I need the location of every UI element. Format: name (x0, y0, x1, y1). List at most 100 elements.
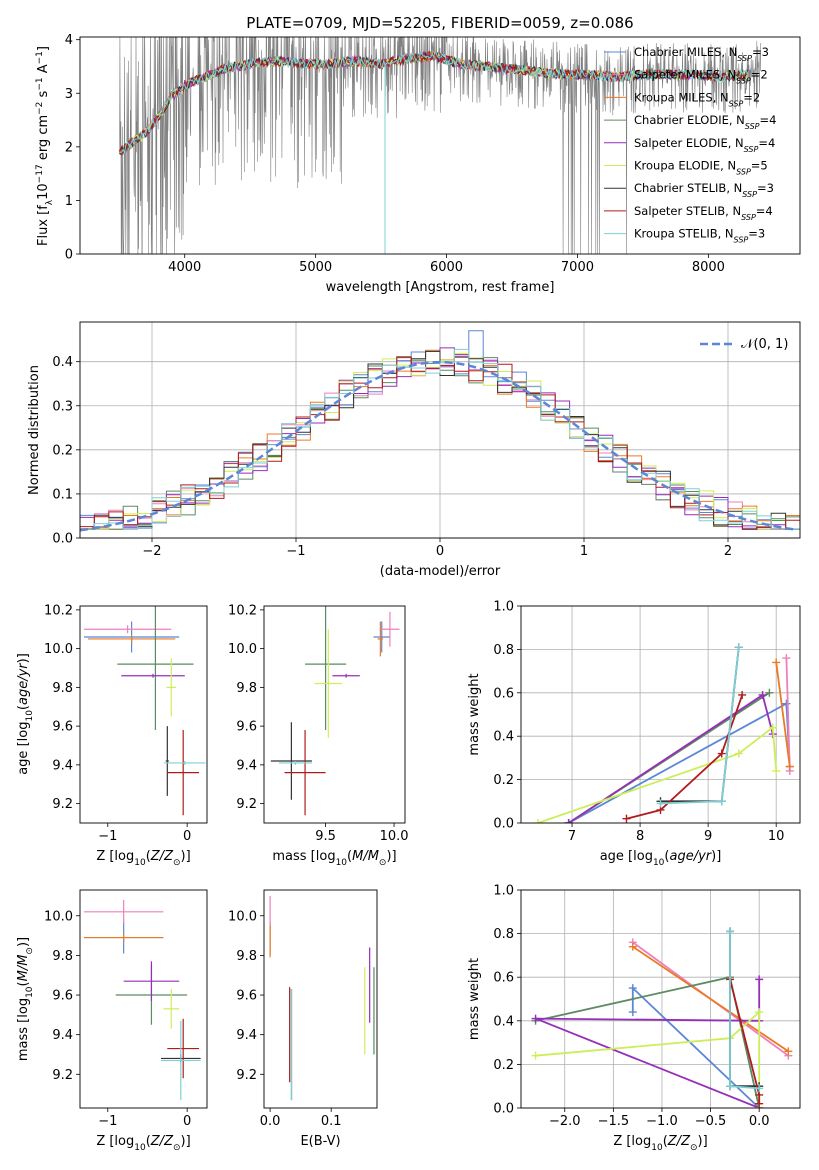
y-tick-label: 9.8 (52, 681, 73, 696)
label-part: s (36, 90, 51, 101)
label-part: 10 (25, 986, 35, 998)
weight-line-kroupa_miles (632, 945, 789, 1053)
y-axis-label: Flux [fλ10−17 erg cm−2 s−1 A−1] (35, 46, 55, 246)
weight-marker-salpeter_elodie (758, 690, 767, 699)
legend-label-gaussian: 𝒩(0, 1) (741, 337, 788, 352)
x-axis-label: Z [log10(Z/Z⊙)] (96, 849, 190, 868)
y-tick-label: 0.8 (493, 643, 514, 658)
weight-line-chabrier_miles (568, 702, 791, 823)
label-part: ⊙ (379, 858, 387, 868)
y-tick-label: 9.8 (236, 949, 257, 964)
y-tick-label: 9.2 (52, 1068, 73, 1083)
label-part: Z/Z (150, 1134, 174, 1149)
label-part: ( (16, 705, 31, 710)
label-part: 10 (134, 858, 146, 868)
spectrum-data-line (119, 37, 761, 254)
label-part: age [log (600, 849, 653, 864)
y-tick-label: 0.2 (493, 1058, 514, 1073)
label-part: 10 (134, 1143, 146, 1153)
weight-marker-salpeter_stelib (622, 814, 631, 823)
y-tick-label: 0.4 (493, 1014, 514, 1029)
axes-frame (79, 889, 208, 1109)
x-tick-label: −1 (98, 829, 117, 844)
panel-age_vs_Z: −1 09.29.49.69.810.010.2Z [log10(Z/Z⊙)]ag… (16, 603, 208, 868)
weight-marker-kroupa_stelib (656, 799, 665, 808)
plot-area (83, 899, 201, 1101)
y-tick-label: 1 (65, 194, 73, 209)
weight-marker-salpeter_stelib (717, 749, 726, 758)
x-tick-label: 0 (183, 829, 191, 844)
weight-marker-kroupa_stelib (734, 643, 743, 652)
x-tick-label: 7 (568, 829, 576, 844)
y-tick-label: 0 (65, 248, 73, 263)
label-part: 10 (651, 1143, 663, 1153)
legend-label: Salpeter STELIB, NSSP=4 (634, 204, 773, 222)
label-part: ( (347, 849, 352, 864)
y-tick-label: 9.6 (52, 989, 73, 1004)
label-part: Z [log (96, 1134, 134, 1149)
x-axis-label: Z [log10(Z/Z⊙)] (96, 1134, 190, 1153)
x-tick-label: 0.0 (260, 1114, 281, 1129)
weight-line-salpeter_miles (785, 658, 791, 771)
weight-line-kroupa_stelib (729, 931, 760, 1090)
y-tick-label: 1.0 (493, 600, 514, 615)
label-part: Flux [f (36, 205, 51, 246)
y-tick-label: 0.2 (493, 773, 514, 788)
x-tick-label: 5000 (299, 260, 332, 275)
label-part: λ (45, 199, 55, 205)
label-part: 10 (336, 858, 348, 868)
weight-marker-kroupa_miles (772, 658, 781, 667)
x-axis-label: Z [log10(Z/Z⊙)] (613, 1134, 707, 1153)
y-tick-label: 0.4 (52, 355, 73, 370)
label-part: ] (36, 46, 51, 51)
plot-area (118, 37, 761, 254)
plot-area (269, 895, 375, 1101)
legend-label: Kroupa STELIB, NSSP=3 (634, 227, 765, 245)
weight-marker-salpeter_miles (782, 654, 791, 663)
x-tick-label: 8 (636, 829, 644, 844)
model-line-chabrier_elodie (118, 51, 749, 154)
weight-marker-kroupa_elodie (755, 1008, 764, 1017)
weight-marker-kroupa_elodie (768, 723, 777, 732)
x-tick-label: −1.0 (646, 1114, 678, 1129)
y-axis-label: Normed distribution (27, 365, 42, 495)
label-part: A (36, 64, 51, 77)
plot-area (270, 606, 400, 816)
plot-area (80, 330, 800, 532)
x-tick-label: 8000 (692, 260, 725, 275)
axes-frame (263, 889, 378, 1109)
y-tick-label: 3 (65, 87, 73, 102)
label-part: Z/Z (667, 1134, 691, 1149)
figure-title: PLATE=0709, MJD=52205, FIBERID=0059, z=0… (246, 14, 633, 32)
weight-marker-salpeter_elodie (755, 975, 764, 984)
y-axis-label: mass weight (467, 673, 482, 755)
plot-area (83, 606, 206, 816)
legend-label: Chabrier MILES, NSSP=3 (634, 45, 769, 63)
y-tick-label: 0.0 (493, 817, 514, 832)
y-tick-label: 2 (65, 140, 73, 155)
x-tick-label: 9.5 (315, 829, 336, 844)
x-tick-label: −0.5 (695, 1114, 727, 1129)
weight-line-salpeter_elodie (535, 979, 761, 1108)
label-part: )] (16, 653, 31, 663)
label-part: −1 (35, 77, 45, 90)
label-part: 10 (653, 858, 665, 868)
legend-label: Salpeter MILES, NSSP=2 (634, 68, 768, 86)
weight-marker-kroupa_elodie (534, 819, 543, 823)
gaussian-curve (80, 360, 798, 532)
panel-mass_vs_Z: −1 09.29.49.69.810.0Z [log10(Z/Z⊙)]mass [… (16, 889, 208, 1153)
label-part: ( (146, 1134, 151, 1149)
label-part: ( (146, 849, 151, 864)
weight-marker-chabrier_elodie (765, 688, 774, 697)
x-tick-label: 4000 (168, 260, 201, 275)
x-tick-label: 2 (724, 544, 732, 559)
y-tick-label: 9.2 (236, 1068, 257, 1083)
label-part: −2 (35, 102, 45, 115)
label-part: 10 (36, 183, 51, 200)
y-tick-label: 0.4 (493, 730, 514, 745)
weight-marker-salpeter_stelib (755, 1099, 764, 1108)
legend-label: Chabrier STELIB, NSSP=3 (634, 181, 774, 199)
weight-line-chabrier_miles (631, 986, 760, 1108)
panel-age_vs_mass: 9.5 10.0 9.2 9.4 9.6 9.8 10.0 10.2 mass [log10(M… (228, 603, 408, 868)
weight-marker-salpeter_elodie (531, 1014, 540, 1023)
